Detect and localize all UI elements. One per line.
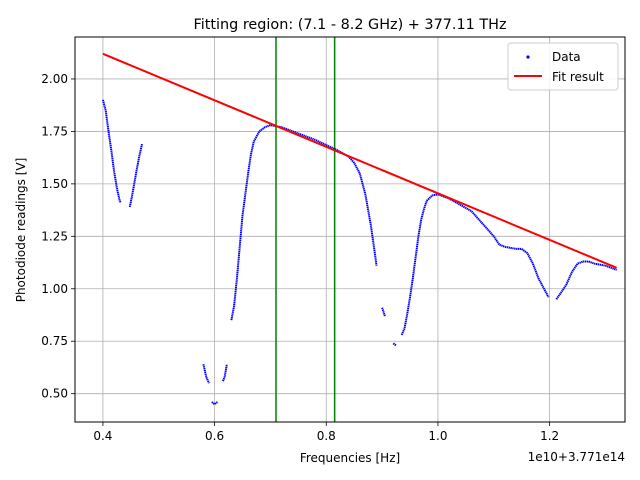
legend: Data Fit result — [507, 42, 619, 91]
y-tick-label: 2.00 — [41, 72, 68, 86]
y-tick-label: 1.50 — [41, 177, 68, 191]
y-tick-label: 0.75 — [41, 334, 68, 348]
y-tick-label: 1.75 — [41, 124, 68, 138]
data-segment — [222, 364, 228, 382]
legend-marker-data — [526, 55, 530, 59]
plot-frame — [74, 36, 626, 423]
data-segment — [211, 401, 218, 406]
data-segment — [101, 99, 122, 204]
data-segment — [555, 260, 617, 300]
legend-box — [507, 42, 619, 91]
data-segment — [128, 143, 143, 208]
data-segment — [400, 193, 550, 336]
x-tick-label: 0.8 — [317, 429, 336, 443]
y-tick-label: 1.00 — [41, 282, 68, 296]
x-axis-offset-text: 1e10+3.771e14 — [528, 450, 625, 464]
y-tick-label: 0.50 — [41, 387, 68, 401]
chart-title: Fitting region: (7.1 - 8.2 GHz) + 377.11… — [193, 17, 506, 33]
x-tick-label: 0.6 — [205, 429, 224, 443]
y-axis-label: Photodiode readings [V] — [14, 158, 28, 303]
legend-label-fit: Fit result — [552, 70, 604, 84]
fit-line — [102, 52, 618, 269]
plot-area: 0.4 0.6 0.8 1.0 1.2 0.50 0.75 1.00 1.25 1.50 1.75 2… — [41, 36, 626, 443]
x-axis-label: Frequencies [Hz] — [300, 451, 400, 465]
y-tick-label: 1.25 — [41, 229, 68, 243]
data-segment — [381, 307, 386, 317]
plot-background — [75, 37, 625, 422]
x-tick-label: 1.0 — [428, 429, 447, 443]
data-segment — [392, 342, 397, 347]
x-tick-label: 0.4 — [93, 429, 112, 443]
x-tick-label: 1.2 — [540, 429, 559, 443]
data-segment — [202, 364, 210, 384]
legend-label-data: Data — [552, 50, 581, 64]
